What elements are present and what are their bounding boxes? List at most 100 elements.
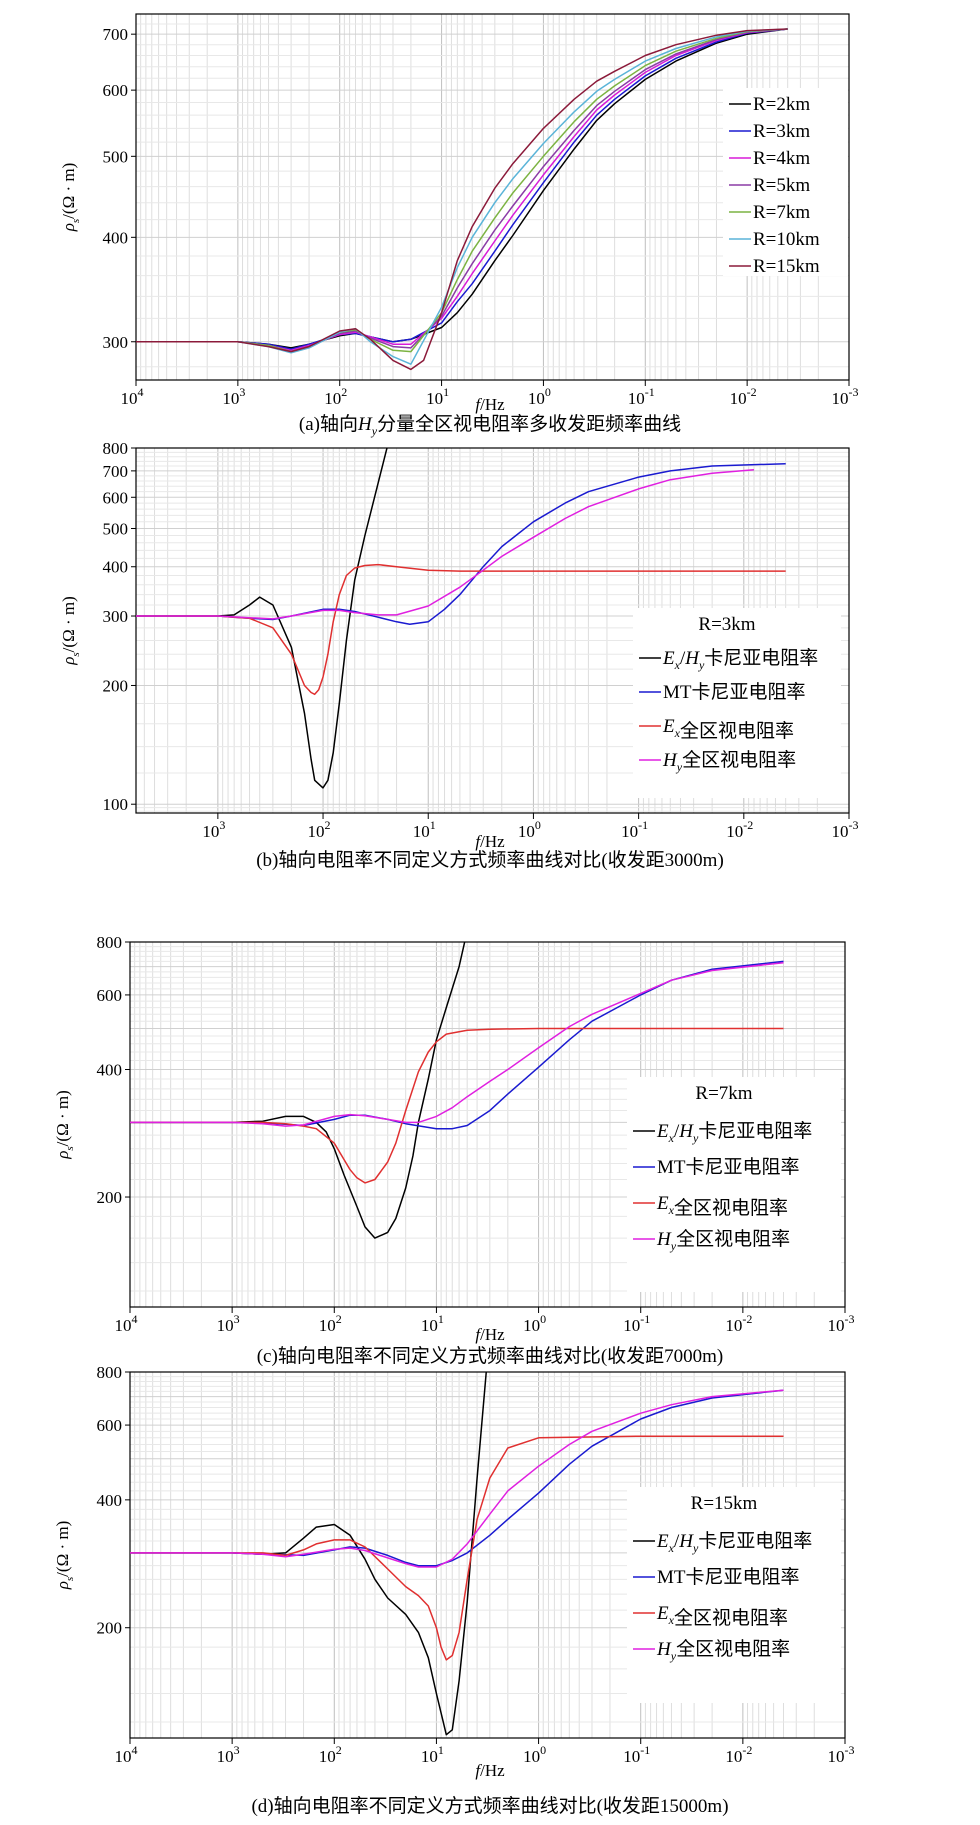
y-tick-label: 600: [97, 986, 123, 1005]
legend-label: R=4km: [753, 148, 810, 169]
y-tick-label: 600: [97, 1416, 123, 1435]
y-tick-label: 600: [103, 488, 129, 507]
tick-base: 10: [324, 389, 341, 408]
tick-base: 10: [832, 822, 849, 841]
series-line-a-3: [136, 28, 788, 353]
y-tick-label: 200: [103, 676, 129, 695]
legend-label: R=15km: [753, 256, 820, 277]
tick-base: 10: [426, 389, 443, 408]
legend-rest: 全区视电阻率: [676, 1638, 790, 1660]
tick-exponent: -2: [742, 1312, 752, 1326]
tick-base: 10: [319, 1747, 336, 1766]
plot-frame: [129, 1371, 846, 1739]
x-tick-label: 10-2: [725, 1743, 752, 1766]
caption: (d)轴向电阻率不同定义方式频率曲线对比(收发距15000m): [251, 1795, 728, 1817]
tick-exponent: 2: [341, 385, 347, 399]
legend-h-sub: y: [698, 658, 705, 672]
series-line-a-4: [136, 28, 788, 353]
tick-exponent: 1: [438, 1743, 444, 1757]
legend-box: [723, 88, 848, 276]
x-tick-label: 10-1: [623, 1312, 650, 1335]
x-tick-label: 100: [518, 818, 541, 841]
rho-subscript: s: [64, 1146, 76, 1150]
tick-exponent: 4: [138, 385, 144, 399]
tick-exponent: -3: [849, 818, 859, 832]
y-tick-label: 700: [103, 25, 129, 44]
legend-label: Ex全区视电阻率: [656, 1603, 788, 1629]
rho-subscript: s: [64, 1577, 76, 1581]
tick-base: 10: [115, 1747, 132, 1766]
legend-rest: 全区视电阻率: [674, 1607, 788, 1629]
plot-frame: [129, 941, 846, 1308]
legend-e: E: [656, 1193, 669, 1214]
legend-box: [627, 1077, 841, 1292]
x-tick-label: 103: [222, 385, 245, 408]
legend-e-sub: x: [668, 1131, 675, 1145]
series-line-b-2: [136, 563, 786, 696]
legend-e-sub: x: [674, 726, 681, 740]
y-tick-label: 700: [103, 462, 129, 481]
legend-e-sub: x: [674, 658, 681, 672]
legend-box: [627, 1487, 841, 1703]
plot-frame: [135, 447, 850, 814]
series-group: [130, 942, 784, 1239]
tick-base: 10: [421, 1747, 438, 1766]
tick-exponent: 4: [132, 1743, 138, 1757]
series-group: [136, 28, 788, 371]
x-tick-label: 102: [319, 1743, 342, 1766]
tick-exponent: 1: [443, 385, 449, 399]
y-axis-label: ρs/(Ω · m): [59, 163, 82, 233]
tick-base: 10: [308, 822, 325, 841]
y-axis-label: ρs/(Ω · m): [53, 1090, 76, 1160]
tick-base: 10: [725, 1747, 742, 1766]
y-tick-label: 400: [97, 1491, 123, 1510]
x-tick-label: 101: [421, 1312, 444, 1335]
legend-h-sub: y: [676, 760, 683, 774]
y-tick-label: 500: [103, 147, 129, 166]
legend-rest: 全区视电阻率: [674, 1197, 788, 1219]
x-tick-label: 101: [413, 818, 436, 841]
legend-title: R=3km: [698, 614, 755, 635]
legend-label: MT卡尼亚电阻率: [657, 1156, 800, 1178]
legend-label: MT卡尼亚电阻率: [663, 681, 806, 703]
tick-exponent: -1: [645, 385, 655, 399]
x-grid: [135, 14, 850, 380]
tick-base: 10: [202, 822, 219, 841]
legend-box: [633, 608, 841, 798]
tick-base: 10: [628, 389, 645, 408]
freq-unit: /Hz: [480, 1761, 505, 1780]
legend-rest: MT卡尼亚电阻率: [657, 1156, 800, 1178]
rho-unit: /(Ω · m): [53, 1521, 72, 1577]
y-tick-label: 600: [103, 81, 129, 100]
rho-symbol: ρ: [53, 1581, 72, 1590]
legend-title: R=7km: [695, 1083, 752, 1104]
x-tick-label: 102: [308, 818, 331, 841]
legend-label: Ex/Hy卡尼亚电阻率: [656, 1120, 812, 1145]
caption: (c)轴向电阻率不同定义方式频率曲线对比(收发距7000m): [257, 1345, 724, 1367]
legend: R=2km R=3km R=4km R=5km R=7km R=10km R=15km: [723, 88, 848, 277]
legend-rest: 全区视电阻率: [680, 720, 794, 742]
x-tick-label: 10-1: [621, 818, 648, 841]
legend-e-sub: x: [668, 1203, 675, 1217]
tick-base: 10: [730, 389, 747, 408]
legend-slash: /: [674, 1531, 680, 1552]
series-line-c-0: [130, 942, 466, 1239]
freq-unit: /Hz: [480, 395, 505, 414]
x-tick-label: 10-3: [828, 1312, 855, 1335]
tick-base: 10: [319, 1316, 336, 1335]
legend-label: R=5km: [753, 175, 810, 196]
legend-label: R=2km: [753, 94, 810, 115]
rho-symbol: ρ: [53, 1151, 72, 1160]
series-line-a-1: [136, 28, 788, 350]
legend-label: Hy全区视电阻率: [662, 749, 796, 774]
y-tick-label: 400: [103, 558, 129, 577]
tick-base: 10: [421, 1316, 438, 1335]
legend-h: H: [678, 1121, 694, 1142]
tick-exponent: 0: [545, 385, 551, 399]
x-axis-label: f/Hz: [475, 395, 505, 414]
tick-base: 10: [121, 389, 138, 408]
legend-h: H: [656, 1229, 672, 1250]
legend-label: MT卡尼亚电阻率: [657, 1566, 800, 1588]
legend-label: Ex全区视电阻率: [656, 1193, 788, 1219]
legend-label: R=10km: [753, 229, 820, 250]
